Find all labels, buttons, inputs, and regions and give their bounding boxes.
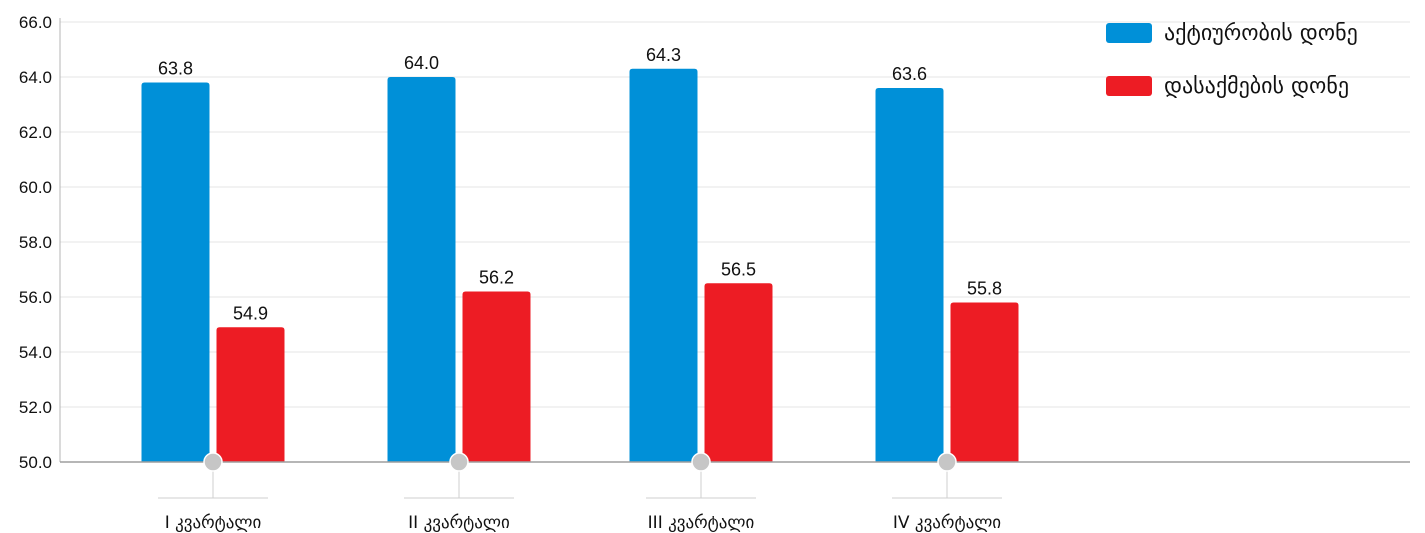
legend-label-employment: დასაქმების დონე [1164,73,1349,99]
legend-swatch-employment [1106,76,1152,96]
bar-employment[interactable] [704,283,773,462]
x-tick-label: I კვარტალი [165,513,262,533]
y-tick-label: 56.0 [19,288,52,307]
bar-activity[interactable] [875,88,944,462]
y-tick-label: 50.0 [19,453,52,472]
data-label: 64.0 [404,53,439,73]
x-tick-label: IV კვარტალი [893,513,1001,533]
y-tick-label: 64.0 [19,68,52,87]
legend-item-employment[interactable]: დასაქმების დონე [1106,69,1358,103]
category-marker[interactable] [691,452,711,472]
data-label: 55.8 [967,279,1002,299]
y-axis: 50.0 52.0 54.0 56.0 58.0 60.0 62.0 64.0 66.0 [19,13,61,472]
data-label: 54.9 [233,303,268,323]
bar-activity[interactable] [629,68,698,462]
y-tick-label: 66.0 [19,13,52,32]
data-label: 64.3 [646,45,681,65]
y-tick-label: 58.0 [19,233,52,252]
category-marker[interactable] [203,452,223,472]
bar-activity[interactable] [141,82,210,463]
x-axis: I კვარტალი II კვარტალი III კვარტალი IV კვარ… [60,452,1410,533]
bar-activity[interactable] [387,77,456,462]
bar-employment[interactable] [216,327,285,462]
category-marker[interactable] [449,452,469,472]
y-tick-label: 60.0 [19,178,52,197]
bars: 63.8 54.9 64.0 56.2 64.3 56.5 63.6 55.8 [141,45,1019,463]
data-label: 56.2 [479,268,514,288]
x-tick-label: II კვარტალი [408,513,510,533]
bar-employment[interactable] [462,291,531,463]
data-label: 63.8 [158,59,193,79]
legend-label-activity: აქტიურობის დონე [1164,20,1358,46]
y-tick-label: 54.0 [19,343,52,362]
category-marker[interactable] [937,452,957,472]
legend: აქტიურობის დონე დასაქმების დონე [1106,16,1358,122]
y-tick-label: 62.0 [19,123,52,142]
data-label: 63.6 [892,64,927,84]
bar-employment[interactable] [950,302,1019,463]
data-label: 56.5 [721,259,756,279]
x-tick-label: III კვარტალი [648,513,755,533]
legend-item-activity[interactable]: აქტიურობის დონე [1106,16,1358,50]
legend-swatch-activity [1106,23,1152,43]
y-tick-label: 52.0 [19,398,52,417]
